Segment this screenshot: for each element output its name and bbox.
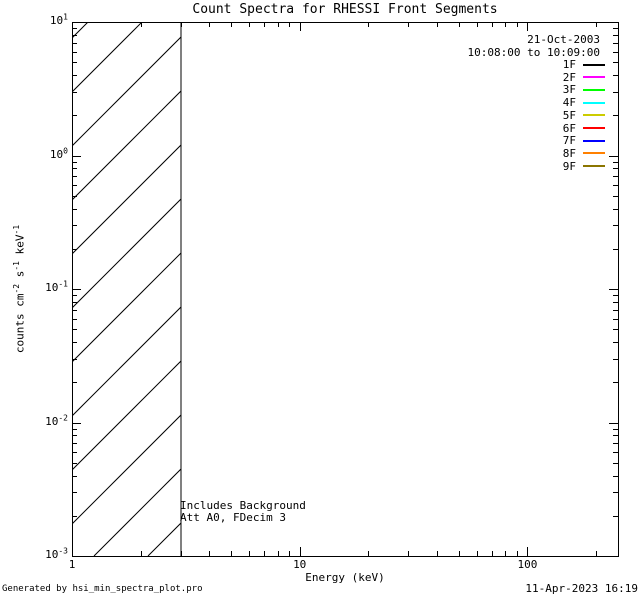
legend-color-swatch bbox=[583, 63, 605, 66]
y-tick-label: 101 bbox=[49, 12, 68, 27]
x-tick-label: 100 bbox=[517, 558, 538, 571]
annotation-background: Includes Background bbox=[180, 499, 306, 512]
legend-label: 3F bbox=[562, 83, 576, 97]
legend-row: 1F bbox=[563, 58, 605, 71]
legend-label: 8F bbox=[562, 146, 576, 160]
legend-color-swatch bbox=[583, 152, 605, 155]
legend-row: 4F bbox=[563, 96, 605, 109]
legend-row: 6F bbox=[563, 122, 605, 135]
legend-color-swatch bbox=[583, 127, 605, 129]
footer-generator-text: Generated by hsi_min_spectra_plot.pro bbox=[2, 584, 203, 594]
legend-color-swatch bbox=[583, 88, 605, 91]
axis-ticks bbox=[72, 22, 618, 557]
legend-label: 2F bbox=[562, 70, 576, 84]
x-axis-title: Energy (keV) bbox=[305, 571, 385, 584]
legend-row: 5F bbox=[563, 109, 605, 122]
legend-label: 7F bbox=[562, 134, 576, 148]
annotation-attenuator: Att A0, FDecim 3 bbox=[180, 511, 286, 524]
legend-label: 9F bbox=[562, 159, 576, 173]
legend-color-swatch bbox=[583, 114, 605, 117]
footer-timestamp: 11-Apr-2023 16:19 bbox=[525, 582, 638, 595]
legend-time-range: 10:08:00 to 10:09:00 bbox=[467, 46, 600, 59]
y-tick-label: 10-3 bbox=[45, 546, 68, 561]
y-axis-title: counts cm-2 s-1 keV-1 bbox=[11, 224, 27, 354]
hatched-region bbox=[72, 22, 181, 556]
legend-row: 2F bbox=[563, 71, 605, 84]
legend-color-swatch bbox=[583, 76, 605, 79]
x-tick-label: 10 bbox=[293, 558, 307, 571]
legend-row: 9F bbox=[563, 160, 605, 173]
y-tick-label: 10-1 bbox=[45, 279, 68, 294]
y-tick-label: 100 bbox=[49, 145, 68, 161]
legend-row: 3F bbox=[563, 83, 605, 96]
legend-label: 6F bbox=[562, 121, 576, 135]
legend-color-swatch bbox=[583, 139, 605, 142]
legend-color-swatch bbox=[583, 165, 605, 168]
legend-date: 21-Oct-2003 bbox=[527, 33, 600, 46]
chart-title: Count Spectra for RHESSI Front Segments bbox=[192, 2, 498, 17]
legend-label: 5F bbox=[562, 108, 576, 122]
legend-row: 7F bbox=[563, 134, 605, 147]
x-tick-label: 1 bbox=[68, 558, 76, 571]
legend-row: 8F bbox=[563, 147, 605, 160]
plot-frame bbox=[72, 22, 619, 557]
legend-label: 4F bbox=[562, 96, 576, 110]
y-tick-label: 10-2 bbox=[45, 412, 68, 428]
legend-label: 1F bbox=[562, 58, 576, 71]
legend-color-swatch bbox=[583, 101, 605, 104]
